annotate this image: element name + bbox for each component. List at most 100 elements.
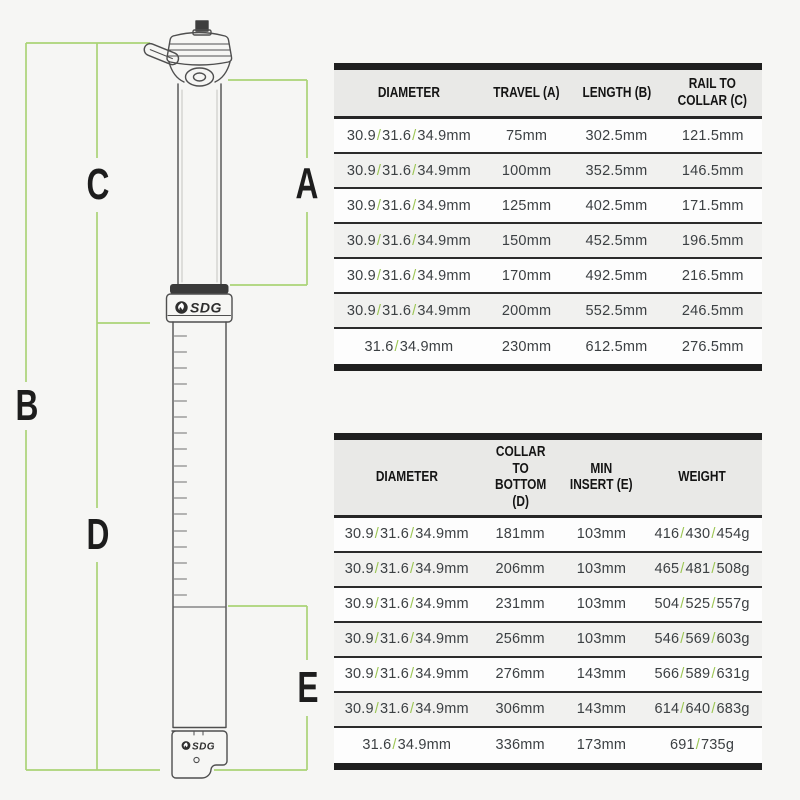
table-cell: 75mm <box>506 127 548 144</box>
table-cell: 103mm <box>576 561 627 578</box>
sdg-collar-logo: SDG <box>175 300 222 316</box>
table-row: 30.9 / 31.6 / 34.9mm 170mm 492.5mm 216.5mm <box>334 259 762 294</box>
cable-actuator <box>171 730 228 779</box>
seatpost-diagram: SDG SDG <box>25 20 308 779</box>
column-header: COLLAR TO BOTTOM (D) <box>494 444 546 511</box>
table-body: 30.9 / 31.6 / 34.9mm 181mm 103mm 416 / 430 … <box>334 517 762 763</box>
table-cell: 143mm <box>576 666 627 683</box>
sdg-actuator-logo: SDG <box>181 741 215 753</box>
table-cell: 103mm <box>576 631 627 648</box>
table-cell: 492.5mm <box>585 267 648 284</box>
table-row: 30.9 / 31.6 / 34.9mm 75mm 302.5mm 121.5mm <box>334 119 762 154</box>
dim-label-a: A <box>295 159 319 208</box>
table-row: 30.9 / 31.6 / 34.9mm 231mm 103mm 504 / 525 … <box>334 587 762 623</box>
dim-label-e: E <box>297 663 319 712</box>
seal-band <box>170 284 229 294</box>
table-bottom-bar <box>334 364 762 371</box>
table-cell: 143mm <box>576 701 627 718</box>
table-cell: 276.5mm <box>681 338 744 355</box>
lower-tube <box>172 321 227 728</box>
table-cell: 196.5mm <box>681 232 744 249</box>
table-cell: 230mm <box>501 338 552 355</box>
table-row: 30.9 / 31.6 / 34.9mm 306mm 143mm 614 / 640 … <box>334 692 762 728</box>
spec-table-weight: DIAMETER COLLAR TO BOTTOM (D) MIN INSERT (… <box>334 433 762 770</box>
table-cell: 206mm <box>495 561 545 578</box>
table-row: 30.9 / 31.6 / 34.9mm 256mm 103mm 546 / 569 … <box>334 622 762 658</box>
table-cell: 31.6 / 34.9mm <box>364 338 454 355</box>
table-cell: 30.9 / 31.6 / 34.9mm <box>344 666 469 683</box>
table-row: 30.9 / 31.6 / 34.9mm 200mm 552.5mm 246.5mm <box>334 294 762 329</box>
dim-label-b: B <box>15 381 39 430</box>
table-bottom-bar <box>334 762 762 770</box>
table-cell: 504 / 525 / 557g <box>654 596 750 613</box>
column-header: LENGTH (B) <box>582 84 651 101</box>
table-cell: 256mm <box>495 631 545 648</box>
table-cell: 30.9 / 31.6 / 34.9mm <box>346 127 471 144</box>
column-header: MIN INSERT (E) <box>570 460 633 494</box>
table-top-bar <box>334 433 762 440</box>
column-header: DIAMETER <box>375 469 438 485</box>
table-cell: 246.5mm <box>681 302 744 319</box>
column-header: WEIGHT <box>678 469 726 485</box>
table-cell: 125mm <box>501 197 552 214</box>
table-cell: 30.9 / 31.6 / 34.9mm <box>346 267 471 284</box>
table-row: 30.9 / 31.6 / 34.9mm 150mm 452.5mm 196.5mm <box>334 224 762 259</box>
table-cell: 276mm <box>495 666 545 683</box>
insert-depth-ticks <box>173 335 188 596</box>
table-cell: 416 / 430 / 454g <box>654 526 750 543</box>
table-cell: 546 / 569 / 603g <box>654 631 750 648</box>
table-row: 30.9 / 31.6 / 34.9mm 100mm 352.5mm 146.5mm <box>334 154 762 189</box>
seatpost-outline <box>143 20 233 779</box>
table-cell: 31.6 / 34.9mm <box>362 737 452 754</box>
table-row: 30.9 / 31.6 / 34.9mm 125mm 402.5mm 171.5mm <box>334 189 762 224</box>
table-cell: 30.9 / 31.6 / 34.9mm <box>346 162 471 179</box>
column-header: RAIL TO COLLAR (C) <box>678 76 748 109</box>
table-cell: 100mm <box>501 162 552 179</box>
clamp-lever <box>143 42 180 66</box>
table-cell: 30.9 / 31.6 / 34.9mm <box>346 197 471 214</box>
table-row: 30.9 / 31.6 / 34.9mm 181mm 103mm 416 / 430 … <box>334 517 762 553</box>
table-row: 30.9 / 31.6 / 34.9mm 276mm 143mm 566 / 589 … <box>334 657 762 693</box>
table-cell: 146.5mm <box>681 162 744 179</box>
table-cell: 336mm <box>495 737 545 754</box>
dimension-lines <box>25 42 308 771</box>
table-cell: 173mm <box>576 737 627 754</box>
table-cell: 614 / 640 / 683g <box>654 701 750 718</box>
table-body: 30.9 / 31.6 / 34.9mm 75mm 302.5mm 121.5mm 30… <box>334 119 762 364</box>
table-header-row: DIAMETER COLLAR TO BOTTOM (D) MIN INSERT (… <box>334 440 762 518</box>
table-row: 30.9 / 31.6 / 34.9mm 206mm 103mm 465 / 481 … <box>334 552 762 588</box>
table-cell: 402.5mm <box>585 197 648 214</box>
table-cell: 552.5mm <box>585 302 648 319</box>
dim-label-c: C <box>86 160 110 209</box>
table-row: 31.6 / 34.9mm 336mm 173mm 691 / 735g <box>334 727 762 763</box>
table-row: 31.6 / 34.9mm 230mm 612.5mm 276.5mm <box>334 329 762 364</box>
table-cell: 465 / 481 / 508g <box>654 561 750 578</box>
table-cell: 150mm <box>501 232 552 249</box>
table-cell: 170mm <box>501 267 552 284</box>
dim-label-d: D <box>86 510 110 559</box>
table-cell: 200mm <box>501 302 552 319</box>
clamp-nut <box>184 67 215 87</box>
table-cell: 216.5mm <box>681 267 744 284</box>
upper-tube <box>177 83 222 285</box>
table-cell: 452.5mm <box>585 232 648 249</box>
table-cell: 181mm <box>495 526 545 543</box>
saddle-bolt <box>195 20 209 32</box>
table-cell: 30.9 / 31.6 / 34.9mm <box>344 526 469 543</box>
table-cell: 171.5mm <box>681 197 744 214</box>
saddle-clamp <box>166 31 233 66</box>
table-cell: 612.5mm <box>585 338 648 355</box>
table-cell: 302.5mm <box>585 127 648 144</box>
column-header: TRAVEL (A) <box>493 84 560 101</box>
table-cell: 30.9 / 31.6 / 34.9mm <box>344 596 469 613</box>
table-cell: 30.9 / 31.6 / 34.9mm <box>344 701 469 718</box>
brand-text: SDG <box>192 742 215 753</box>
brand-text: SDG <box>190 300 222 316</box>
table-cell: 306mm <box>495 701 545 718</box>
table-cell: 30.9 / 31.6 / 34.9mm <box>344 561 469 578</box>
table-top-bar <box>334 63 762 70</box>
spec-table-travel: DIAMETER TRAVEL (A) LENGTH (B) RAIL TO COLL… <box>334 63 762 371</box>
table-cell: 103mm <box>576 596 627 613</box>
table-cell: 103mm <box>576 526 627 543</box>
